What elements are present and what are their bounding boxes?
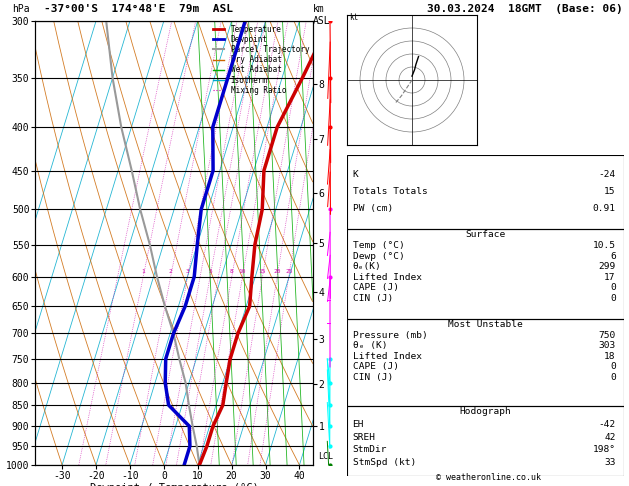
- Text: θₑ (K): θₑ (K): [352, 341, 387, 350]
- Text: Totals Totals: Totals Totals: [352, 187, 427, 196]
- Text: Pressure (mb): Pressure (mb): [352, 330, 427, 340]
- Text: 5: 5: [208, 269, 212, 274]
- Text: LCL: LCL: [318, 452, 333, 461]
- Text: 42: 42: [604, 433, 616, 442]
- Text: 299: 299: [598, 262, 616, 271]
- Text: 20: 20: [274, 269, 281, 274]
- Text: CAPE (J): CAPE (J): [352, 283, 399, 293]
- Text: 0: 0: [610, 283, 616, 293]
- Legend: Temperature, Dewpoint, Parcel Trajectory, Dry Adiabat, Wet Adiabat, Isotherm, Mi: Temperature, Dewpoint, Parcel Trajectory…: [213, 25, 309, 95]
- Text: Lifted Index: Lifted Index: [352, 273, 421, 282]
- Text: 303: 303: [598, 341, 616, 350]
- Text: 15: 15: [604, 187, 616, 196]
- Text: 10: 10: [239, 269, 246, 274]
- Text: 6: 6: [610, 252, 616, 260]
- Text: 0: 0: [610, 294, 616, 303]
- Text: Temp (°C): Temp (°C): [352, 241, 404, 250]
- Text: CIN (J): CIN (J): [352, 294, 392, 303]
- Text: θₑ(K): θₑ(K): [352, 262, 381, 271]
- Text: 33: 33: [604, 458, 616, 467]
- Bar: [347, 229, 624, 319]
- Text: 18: 18: [604, 352, 616, 361]
- Text: 750: 750: [598, 330, 616, 340]
- Text: EH: EH: [352, 420, 364, 429]
- Text: SREH: SREH: [352, 433, 376, 442]
- Text: km: km: [313, 4, 325, 14]
- Text: 17: 17: [604, 273, 616, 282]
- Text: 15: 15: [259, 269, 266, 274]
- Text: 198°: 198°: [593, 445, 616, 454]
- Text: PW (cm): PW (cm): [352, 204, 392, 213]
- Text: -42: -42: [598, 420, 616, 429]
- Text: Dewp (°C): Dewp (°C): [352, 252, 404, 260]
- Text: hPa: hPa: [13, 4, 30, 14]
- Text: 0: 0: [610, 363, 616, 371]
- Text: 30.03.2024  18GMT  (Base: 06): 30.03.2024 18GMT (Base: 06): [427, 4, 623, 14]
- Bar: [347, 155, 624, 229]
- Text: 10.5: 10.5: [593, 241, 616, 250]
- Text: K: K: [352, 171, 359, 179]
- Text: -37°00'S  174°48'E  79m  ASL: -37°00'S 174°48'E 79m ASL: [44, 4, 233, 14]
- Text: StmSpd (kt): StmSpd (kt): [352, 458, 416, 467]
- Text: 25: 25: [285, 269, 292, 274]
- Text: 1: 1: [142, 269, 145, 274]
- Text: Lifted Index: Lifted Index: [352, 352, 421, 361]
- Text: 8: 8: [230, 269, 233, 274]
- Text: 3: 3: [186, 269, 189, 274]
- Text: kt: kt: [350, 13, 359, 22]
- Text: Most Unstable: Most Unstable: [448, 320, 523, 329]
- Text: -24: -24: [598, 171, 616, 179]
- Text: StmDir: StmDir: [352, 445, 387, 454]
- Text: CAPE (J): CAPE (J): [352, 363, 399, 371]
- Bar: [347, 319, 624, 405]
- Text: Hodograph: Hodograph: [460, 407, 511, 416]
- Text: Surface: Surface: [465, 230, 506, 239]
- Bar: [347, 405, 624, 476]
- Text: CIN (J): CIN (J): [352, 373, 392, 382]
- Text: ASL: ASL: [313, 16, 330, 26]
- X-axis label: Dewpoint / Temperature (°C): Dewpoint / Temperature (°C): [89, 484, 259, 486]
- Text: 0: 0: [610, 373, 616, 382]
- Text: 0.91: 0.91: [593, 204, 616, 213]
- Text: © weatheronline.co.uk: © weatheronline.co.uk: [435, 473, 540, 482]
- Text: 2: 2: [169, 269, 172, 274]
